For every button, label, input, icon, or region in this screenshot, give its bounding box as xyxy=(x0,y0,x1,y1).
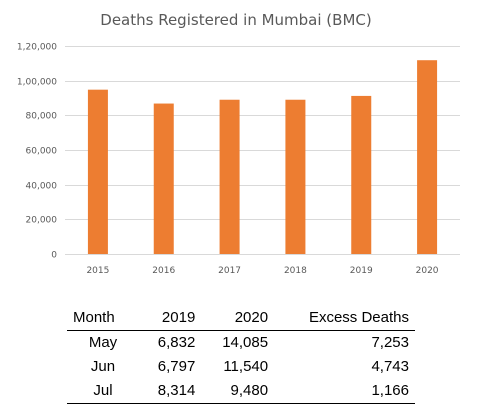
cell-excess: 7,253 xyxy=(371,334,409,351)
cell-month: May xyxy=(88,334,118,351)
bar-2015 xyxy=(87,89,108,255)
cell-2019: 6,797 xyxy=(157,358,196,375)
y-tick-label: 80,000 xyxy=(26,112,58,122)
x-tick-label: 2015 xyxy=(86,266,109,276)
y-axis-tick-labels: 0 20,000 40,000 60,000 80,000 1,00,000 1,20,00… xyxy=(17,43,57,261)
bar-chart: Deaths Registered in Mumbai (BMC) 0 20,00… xyxy=(17,11,460,276)
y-tick-label: 1,20,000 xyxy=(17,43,57,53)
header-2019: 2019 xyxy=(139,306,202,331)
cell-2020: 9,480 xyxy=(201,379,275,404)
cell-month: Jul xyxy=(67,379,139,404)
header-month: Month xyxy=(67,306,139,331)
y-tick-label: 0 xyxy=(51,251,57,261)
cell-2020: 11,540 xyxy=(223,358,269,375)
bar-2020 xyxy=(417,60,438,254)
table-row: Jul 8,314 9,480 1,166 xyxy=(67,379,415,404)
x-tick-label: 2016 xyxy=(152,266,175,276)
cell-excess: 1,166 xyxy=(274,379,415,404)
x-tick-label: 2020 xyxy=(416,266,439,276)
cell-2019: 6,832 xyxy=(157,334,196,351)
bar-2017 xyxy=(219,99,240,254)
y-tick-label: 60,000 xyxy=(26,147,58,157)
cell-excess: 4,743 xyxy=(371,358,409,375)
x-tick-label: 2017 xyxy=(218,266,241,276)
y-tick-label: 1,00,000 xyxy=(17,78,57,88)
cell-month: Jun xyxy=(90,358,116,375)
cell-2019: 8,314 xyxy=(139,379,202,404)
bar-2016 xyxy=(153,103,174,255)
x-tick-label: 2019 xyxy=(350,266,373,276)
header-2020: 2020 xyxy=(201,306,275,331)
bar-2018 xyxy=(285,99,306,254)
y-tick-label: 20,000 xyxy=(26,216,58,226)
table-header-row: Month 2019 2020 Excess Deaths xyxy=(67,306,415,331)
header-excess-deaths: Excess Deaths xyxy=(274,306,415,331)
table-row: May 6,832 14,085 7,253 xyxy=(67,331,415,356)
cell-2020: 14,085 xyxy=(222,334,269,351)
table-row: Jun 6,797 11,540 4,743 xyxy=(67,355,415,379)
y-tick-label: 40,000 xyxy=(26,182,58,192)
bar-2019 xyxy=(351,95,372,254)
chart-title: Deaths Registered in Mumbai (BMC) xyxy=(100,11,371,29)
gridlines xyxy=(65,46,460,255)
excess-deaths-table: Month 2019 2020 Excess Deaths May 6,832 … xyxy=(67,306,415,404)
x-axis-tick-labels: 2015 2016 2017 2018 2019 2020 xyxy=(86,266,438,276)
x-tick-label: 2018 xyxy=(284,266,307,276)
bars xyxy=(87,60,438,255)
